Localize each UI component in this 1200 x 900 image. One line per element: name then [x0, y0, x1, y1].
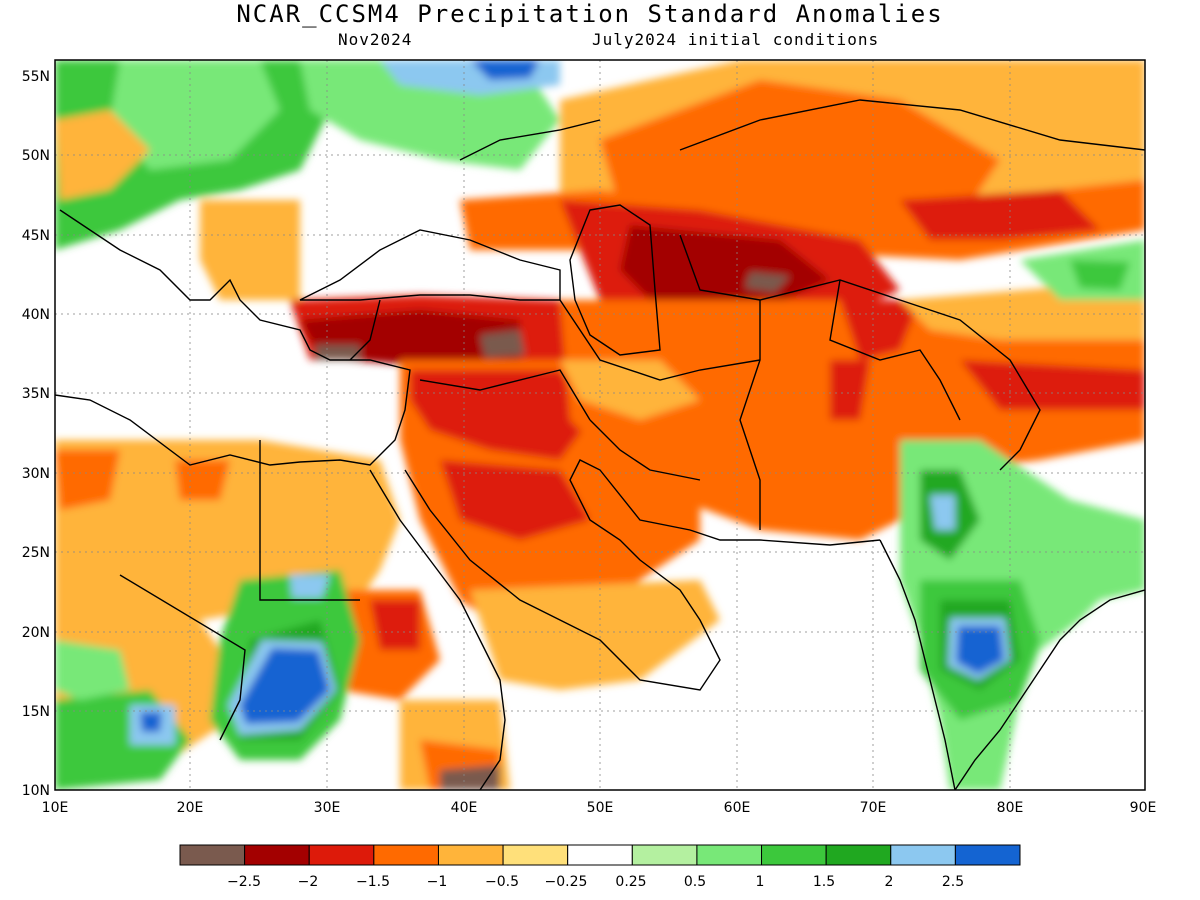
colorbar [179, 844, 1021, 866]
lon-label: 30E [314, 800, 341, 816]
colorbar-swatch [373, 844, 439, 866]
coastlines [55, 99, 1145, 790]
latitude-labels: 55N 50N 45N 40N 35N 30N 25N 20N 15N 10N [22, 69, 50, 799]
lat-label: 30N [22, 466, 50, 482]
colorbar-label: 1.5 [813, 874, 835, 890]
lat-label: 10N [22, 783, 50, 799]
colorbar-label: 1 [756, 874, 765, 890]
colorbar-swatch [179, 844, 246, 866]
lat-label: 45N [22, 228, 50, 244]
colorbar-swatch [502, 844, 569, 866]
colorbar-labels: −2.5 −2 −1.5 −1 −0.5 −0.25 0.25 0.5 1 1.… [227, 874, 964, 890]
lon-label: 80E [997, 800, 1024, 816]
lat-label: 55N [22, 69, 50, 85]
colorbar-label: −0.25 [545, 874, 588, 890]
forecast-month: Nov2024 [338, 30, 413, 49]
colorbar-label: 2 [885, 874, 894, 890]
colorbar-label: 0.25 [615, 874, 646, 890]
anomaly-field [55, 60, 1145, 790]
initial-conditions: July2024 initial conditions [592, 30, 880, 49]
lat-label: 20N [22, 625, 50, 641]
longitude-labels: 10E 20E 30E 40E 50E 60E 70E 80E 90E [42, 800, 1157, 816]
lon-label: 20E [177, 800, 204, 816]
lat-label: 40N [22, 307, 50, 323]
lon-label: 10E [42, 800, 69, 816]
colorbar-label: −2.5 [227, 874, 261, 890]
colorbar-swatch [244, 844, 310, 866]
colorbar-swatch [567, 844, 633, 866]
colorbar-swatch [890, 844, 956, 866]
colorbar-swatch [825, 844, 892, 866]
colorbar-label: −1 [427, 874, 448, 890]
map-frame [54, 59, 1146, 791]
colorbar-swatch [437, 844, 504, 866]
colorbar-label: 2.5 [942, 874, 964, 890]
lon-label: 90E [1130, 800, 1157, 816]
lat-label: 50N [22, 148, 50, 164]
colorbar-label: −1.5 [356, 874, 390, 890]
colorbar-swatch [761, 844, 827, 866]
map-title: NCAR_CCSM4 Precipitation Standard Anomal… [236, 0, 944, 28]
lon-label: 50E [587, 800, 614, 816]
colorbar-label: −2 [298, 874, 319, 890]
lat-label: 15N [22, 704, 50, 720]
lat-label: 25N [22, 545, 50, 561]
lon-label: 60E [724, 800, 751, 816]
lat-label: 35N [22, 386, 50, 402]
colorbar-swatch [308, 844, 375, 866]
colorbar-swatch [954, 844, 1021, 866]
graticule [55, 60, 1145, 790]
colorbar-swatch [631, 844, 698, 866]
lon-label: 40E [451, 800, 478, 816]
colorbar-swatch [696, 844, 763, 866]
colorbar-label: 0.5 [684, 874, 706, 890]
lon-label: 70E [860, 800, 887, 816]
colorbar-label: −0.5 [485, 874, 519, 890]
